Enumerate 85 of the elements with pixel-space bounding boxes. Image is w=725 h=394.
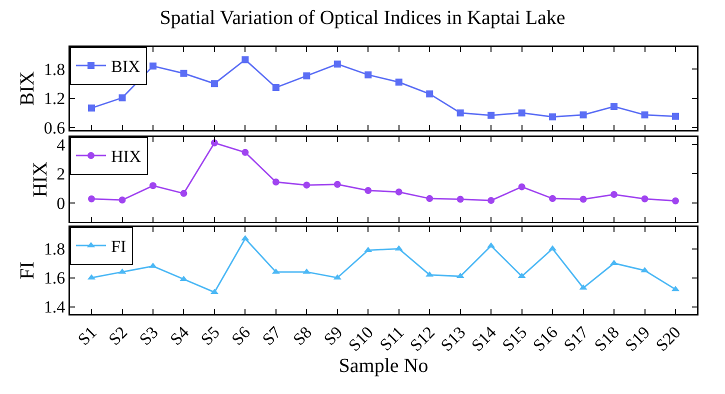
x-tick-label: S17 — [560, 322, 592, 355]
point — [395, 188, 402, 196]
x-tick-label: S4 — [166, 322, 193, 349]
x-tick-label: S7 — [258, 322, 286, 349]
point — [118, 196, 126, 204]
point — [303, 72, 310, 80]
x-tick-label: S19 — [621, 322, 654, 355]
y-tick-label: 1.2 — [44, 89, 66, 108]
point — [518, 183, 526, 190]
point — [610, 103, 618, 110]
point — [518, 109, 526, 116]
point — [580, 111, 587, 118]
x-tick-label: S15 — [498, 322, 531, 355]
point — [334, 60, 341, 68]
y-tick-label: 1.8 — [44, 60, 66, 79]
point — [487, 242, 496, 248]
point — [426, 90, 434, 98]
point — [672, 112, 679, 120]
legend-label: BIX — [111, 57, 140, 76]
point — [610, 190, 618, 198]
y-axis-title: HIX — [29, 161, 52, 198]
point — [118, 94, 126, 102]
point — [334, 180, 341, 188]
point — [395, 78, 402, 86]
point — [456, 196, 464, 203]
point — [242, 148, 249, 156]
legend-label: HIX — [111, 147, 142, 166]
x-tick-label: S12 — [406, 322, 438, 355]
point — [242, 56, 249, 64]
x-tick-label: S1 — [74, 322, 100, 349]
y-tick-label: 1.8 — [44, 240, 66, 259]
point — [302, 268, 311, 274]
y-tick-label: 1.6 — [44, 268, 66, 288]
point — [272, 178, 280, 186]
point — [364, 71, 372, 78]
y-axis-title: FI — [16, 262, 39, 280]
point — [426, 195, 434, 202]
point — [149, 182, 156, 190]
y-tick-label: 0 — [56, 194, 66, 213]
legend-label: FI — [111, 237, 126, 256]
x-tick-label: S18 — [590, 322, 623, 355]
point — [488, 112, 495, 119]
y-axis-title: BIX — [16, 70, 39, 106]
point — [579, 284, 588, 290]
x-axis-title: Sample No — [338, 354, 428, 377]
point — [549, 195, 556, 202]
point — [180, 70, 188, 77]
x-tick-label: S2 — [104, 322, 132, 349]
x-tick-label: S14 — [468, 322, 500, 355]
x-tick-label: S9 — [320, 322, 346, 349]
point — [88, 104, 96, 112]
x-tick-label: S10 — [344, 322, 377, 355]
point — [426, 271, 434, 277]
point — [488, 196, 495, 204]
y-tick-label: 2 — [56, 164, 66, 184]
chart-title: Spatial Variation of Optical Indices in Kaptai Lake — [160, 6, 566, 29]
point — [88, 195, 96, 202]
point — [456, 109, 464, 116]
point — [641, 111, 648, 118]
point — [364, 186, 372, 194]
point — [518, 272, 526, 278]
x-tick-label: S5 — [197, 322, 224, 349]
point — [272, 84, 280, 92]
x-tick-label: S16 — [529, 322, 562, 355]
point — [149, 62, 156, 70]
point — [210, 139, 218, 146]
x-tick-label: S20 — [652, 322, 684, 355]
x-tick-label: S6 — [228, 322, 254, 349]
point — [580, 196, 587, 203]
point — [303, 182, 310, 189]
x-tick-label: S13 — [437, 322, 470, 355]
point — [672, 197, 679, 204]
x-tick-label: S8 — [289, 322, 316, 349]
point — [210, 80, 218, 88]
y-tick-label: 0.6 — [44, 118, 66, 138]
point — [118, 268, 126, 274]
point — [272, 268, 280, 274]
point — [641, 195, 648, 202]
y-tick-label: 4 — [56, 135, 66, 154]
x-tick-label: S3 — [136, 322, 162, 349]
point — [549, 113, 556, 120]
point — [456, 272, 464, 278]
y-tick-label: 1.4 — [44, 298, 66, 317]
point — [180, 190, 188, 197]
x-tick-label: S11 — [376, 322, 408, 354]
